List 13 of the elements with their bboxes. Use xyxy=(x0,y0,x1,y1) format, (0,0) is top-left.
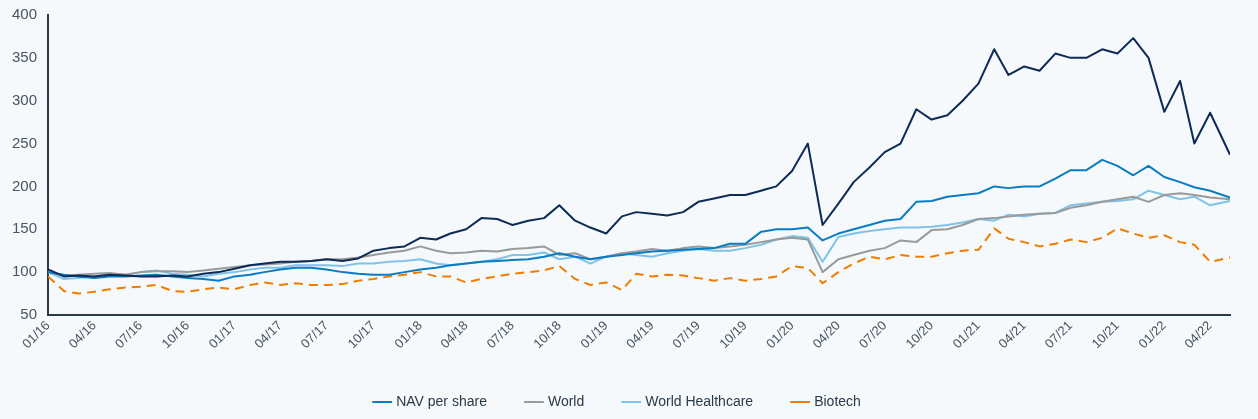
y-tick-label: 250 xyxy=(12,133,38,151)
y-tick-label: 300 xyxy=(12,90,38,108)
y-tick-label: 350 xyxy=(12,47,38,65)
legend-label: Biotech xyxy=(814,392,861,409)
legend-label: World xyxy=(547,392,585,409)
y-tick-label: 150 xyxy=(12,219,38,237)
y-tick-label: 200 xyxy=(12,176,38,194)
line-series xyxy=(48,227,1230,295)
y-tick-label: 50 xyxy=(20,305,38,323)
y-tick-label: 400 xyxy=(12,5,38,23)
legend-label: NAV per share xyxy=(396,392,488,409)
y-tick-label: 100 xyxy=(12,262,38,280)
legend-label: World Healthcare xyxy=(645,392,754,409)
